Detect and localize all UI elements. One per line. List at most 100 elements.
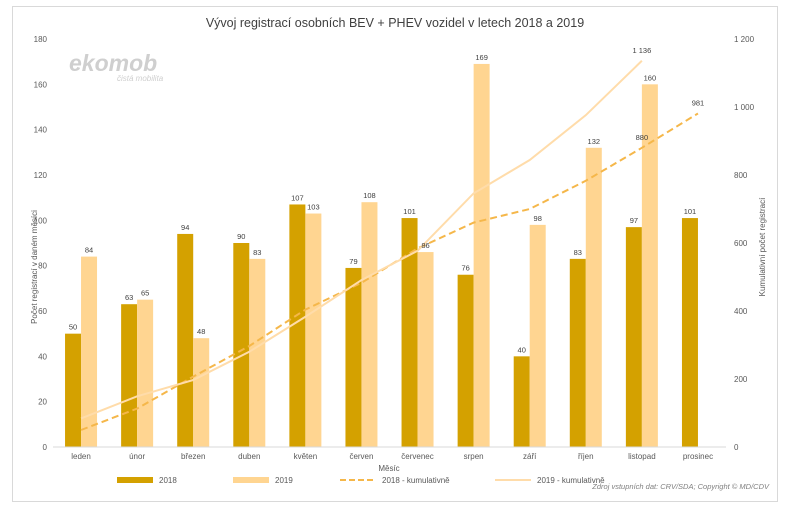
y-tick-label: 120: [34, 171, 48, 180]
legend: 2018 2019 2018 - kumulativně 2019 - kumulat…: [117, 476, 605, 485]
cumulative-lines: [80, 60, 699, 431]
x-tick-label: prosinec: [683, 452, 713, 461]
bar-2019: [193, 338, 210, 447]
bar-value-label: 50: [69, 323, 77, 332]
bar-value-label: 48: [197, 327, 205, 336]
bar-value-label: 83: [253, 248, 261, 257]
y2-tick-label: 200: [734, 375, 748, 384]
y2-tick-label: 400: [734, 307, 748, 316]
bar-value-label: 103: [307, 203, 320, 212]
right-axis: 0 200 400 600 800 1 000 1 200: [734, 35, 755, 452]
ekomob-logo: ekomob čistá mobilita: [69, 50, 164, 83]
x-axis-ticks: leden únor březen duben květen červen červenec…: [71, 452, 713, 461]
bar-2018: [457, 274, 474, 447]
y-tick-label: 140: [34, 126, 48, 135]
y2-tick-label: 0: [734, 443, 739, 452]
y-tick-label: 40: [38, 352, 47, 361]
bar-2018: [233, 243, 250, 447]
bar-value-label: 108: [363, 191, 376, 200]
x-tick-label: srpen: [464, 452, 484, 461]
bar-value-label: 84: [85, 246, 93, 255]
legend-label: 2019 - kumulativně: [537, 476, 605, 485]
bar-2018: [121, 304, 138, 447]
left-axis: 0 20 40 60 80 100 120 140 160 180: [34, 35, 48, 452]
bar-2019: [81, 256, 98, 447]
y-tick-label: 60: [38, 307, 47, 316]
bar-value-label: 65: [141, 289, 149, 298]
bar-value-label: 101: [403, 207, 416, 216]
bar-2019: [137, 299, 154, 447]
bar-value-label: 107: [291, 193, 304, 202]
line-2019---kumulativně: [80, 60, 643, 420]
bar-2018: [569, 258, 586, 447]
bar-2018: [401, 218, 418, 447]
bar-value-label: 101: [684, 207, 697, 216]
y2-tick-label: 800: [734, 171, 748, 180]
bar-2019: [641, 84, 658, 447]
legend-label: 2018: [159, 476, 177, 485]
bar-2018: [177, 233, 194, 447]
bar-value-label: 169: [475, 53, 488, 62]
bar-value-label: 76: [461, 264, 469, 273]
chart-title: Vývoj registrací osobních BEV + PHEV voz…: [206, 16, 584, 30]
bar-2018: [65, 333, 82, 447]
source-note: Zdroj vstupních dat: CRV/SDA; Copyright …: [591, 482, 770, 491]
bar-value-label: 90: [237, 232, 245, 241]
line-value-label: 1 136: [632, 46, 651, 55]
y-tick-label: 160: [34, 80, 48, 89]
y2-axis-title: Kumulativní počet registrací: [758, 197, 767, 296]
bar-value-label: 98: [534, 214, 542, 223]
y-tick-label: 180: [34, 35, 48, 44]
x-tick-label: leden: [71, 452, 91, 461]
bar-2018: [681, 218, 698, 447]
bar-2018: [289, 204, 306, 447]
registrations-chart: Vývoj registrací osobních BEV + PHEV voz…: [30, 16, 770, 491]
legend-label: 2018 - kumulativně: [382, 476, 450, 485]
bar-2019: [249, 258, 266, 447]
legend-swatch: [117, 477, 153, 483]
x-tick-label: říjen: [578, 452, 594, 461]
bar-value-label: 132: [588, 137, 601, 146]
logo-text: ekomob: [69, 50, 157, 76]
chart-frame: Vývoj registrací osobních BEV + PHEV voz…: [12, 6, 778, 502]
bar-2018: [513, 356, 530, 447]
line-2018---kumulativně: [80, 112, 699, 431]
y2-tick-label: 600: [734, 239, 748, 248]
y2-tick-label: 1 200: [734, 35, 755, 44]
bar-value-label: 160: [644, 73, 657, 82]
bar-value-label: 86: [421, 241, 429, 250]
bar-2019: [361, 202, 378, 447]
legend-swatch: [233, 477, 269, 483]
bar-value-label: 63: [125, 293, 133, 302]
bar-2019: [417, 252, 434, 447]
bar-value-label: 83: [574, 248, 582, 257]
data-labels: 50 63 94 90 107 79 101 76 40 83 97 101 84 65 48 83 103 10…: [69, 46, 704, 355]
bar-value-label: 79: [349, 257, 357, 266]
bar-2019: [473, 63, 490, 447]
bar-value-label: 97: [630, 216, 638, 225]
y-tick-label: 20: [38, 398, 47, 407]
bar-2019: [305, 213, 322, 447]
logo-subtitle: čistá mobilita: [117, 74, 164, 83]
bar-2018: [625, 227, 642, 447]
bar-2019: [529, 224, 546, 447]
bar-2018: [345, 267, 362, 447]
y2-tick-label: 1 000: [734, 103, 755, 112]
bar-value-label: 40: [518, 345, 526, 354]
x-tick-label: listopad: [628, 452, 656, 461]
legend-label: 2019: [275, 476, 293, 485]
y-tick-label: 100: [34, 216, 48, 225]
x-tick-label: únor: [129, 452, 145, 461]
bar-value-label: 94: [181, 223, 189, 232]
bar-2019: [585, 147, 602, 448]
y-tick-label: 0: [43, 443, 48, 452]
y-axis-title: Počet registrací v daném měsíci: [30, 210, 39, 324]
line-value-label: 880: [636, 133, 649, 142]
x-tick-label: březen: [181, 452, 205, 461]
line-value-label: 981: [692, 98, 705, 107]
x-tick-label: červen: [349, 452, 373, 461]
x-tick-label: červenec: [401, 452, 433, 461]
x-tick-label: květen: [294, 452, 318, 461]
x-tick-label: duben: [238, 452, 260, 461]
x-tick-label: září: [523, 452, 537, 461]
